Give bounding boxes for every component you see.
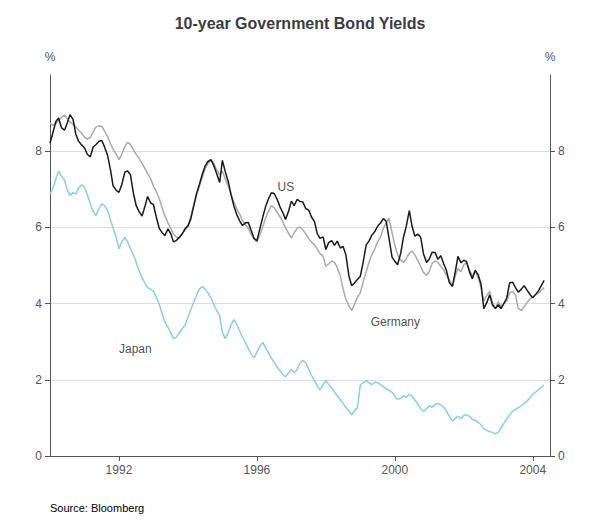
svg-text:8: 8 — [35, 144, 42, 158]
svg-text:4: 4 — [558, 297, 565, 311]
svg-text:2004: 2004 — [519, 463, 546, 477]
svg-text:1992: 1992 — [106, 463, 133, 477]
svg-text:6: 6 — [35, 220, 42, 234]
svg-text:10-year Government Bond Yields: 10-year Government Bond Yields — [175, 15, 426, 32]
svg-text:0: 0 — [35, 449, 42, 463]
svg-text:%: % — [545, 50, 556, 64]
svg-text:2000: 2000 — [381, 463, 408, 477]
svg-text:8: 8 — [558, 144, 565, 158]
svg-text:4: 4 — [35, 297, 42, 311]
svg-text:6: 6 — [558, 220, 565, 234]
svg-text:Japan: Japan — [119, 342, 152, 356]
svg-text:Germany: Germany — [371, 315, 420, 329]
svg-text:US: US — [278, 180, 295, 194]
svg-text:1996: 1996 — [244, 463, 271, 477]
svg-text:Source: Bloomberg: Source: Bloomberg — [50, 502, 144, 514]
svg-text:2: 2 — [35, 373, 42, 387]
svg-text:%: % — [45, 50, 56, 64]
svg-text:2: 2 — [558, 373, 565, 387]
svg-text:0: 0 — [558, 449, 565, 463]
